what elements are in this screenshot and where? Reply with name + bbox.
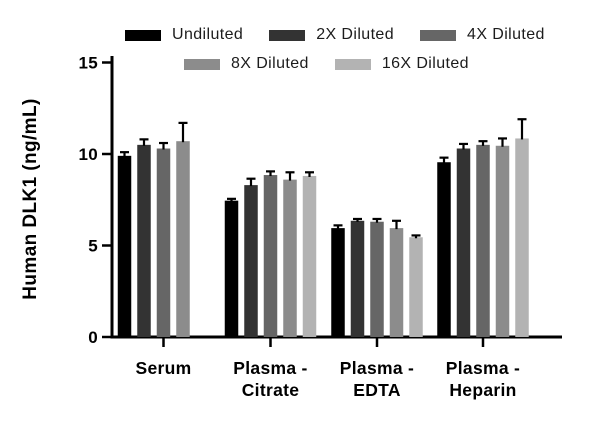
x-category-label: Plasma - (446, 358, 520, 378)
x-category-label: Citrate (242, 380, 300, 400)
legend-label: 8X Diluted (231, 55, 309, 72)
bar-2x-diluted-group-3 (456, 148, 471, 337)
legend-item-undiluted: Undiluted (125, 26, 243, 44)
bar-2x-diluted-group-1 (244, 185, 258, 337)
bar-8x-diluted-group-1 (283, 179, 297, 337)
legend-label: 4X Diluted (467, 26, 545, 43)
bar-undiluted-group-0 (117, 155, 132, 337)
x-category-label: Plasma - (233, 358, 307, 378)
legend-swatch-icon (269, 29, 306, 41)
x-category-label: EDTA (353, 380, 401, 400)
legend-row-2: 8X Diluted 16X Diluted (184, 55, 469, 73)
bar-undiluted-group-1 (224, 200, 239, 337)
y-tick-label: 10 (78, 145, 98, 164)
bar-8x-diluted-group-2 (389, 228, 404, 337)
y-axis-title: Human DLK1 (ng/mL) (20, 98, 41, 299)
bar-4x-diluted-group-2 (370, 221, 384, 337)
bar-8x-diluted-group-3 (495, 145, 510, 337)
legend-swatch-icon (125, 29, 161, 41)
bar-4x-diluted-group-1 (263, 175, 278, 337)
legend-swatch-icon (334, 58, 371, 70)
legend-item-4x-diluted: 4X Diluted (420, 26, 545, 44)
bar-16x-diluted-group-2 (409, 237, 423, 337)
legend-item-8x-diluted: 8X Diluted (184, 55, 309, 73)
x-category-label: Heparin (449, 380, 516, 400)
bar-undiluted-group-2 (331, 228, 345, 337)
y-tick-label: 15 (78, 53, 98, 72)
legend-item-16x-diluted: 16X Diluted (334, 55, 469, 73)
bar-2x-diluted-group-0 (137, 144, 151, 337)
legend-label: 2X Diluted (316, 26, 395, 43)
y-tick-label: 5 (88, 236, 98, 255)
x-category-label: Plasma - (340, 358, 414, 378)
bar-8x-diluted-group-0 (176, 141, 190, 337)
legend-row-1: Undiluted 2X Diluted 4X Diluted (125, 26, 545, 44)
bar-2x-diluted-group-2 (350, 220, 365, 337)
bar-4x-diluted-group-3 (476, 144, 490, 337)
bar-16x-diluted-group-3 (515, 138, 529, 337)
bar-4x-diluted-group-0 (156, 148, 171, 337)
y-tick-label: 0 (88, 328, 98, 347)
bar-16x-diluted-group-1 (302, 175, 317, 337)
legend-label: 16X Diluted (381, 55, 469, 72)
legend-item-2x-diluted: 2X Diluted (269, 26, 394, 44)
legend-label: Undiluted (172, 26, 244, 43)
bar-undiluted-group-3 (437, 162, 451, 337)
x-category-label: Serum (136, 358, 192, 378)
legend-swatch-icon (184, 58, 220, 70)
legend-swatch-icon (420, 29, 457, 41)
